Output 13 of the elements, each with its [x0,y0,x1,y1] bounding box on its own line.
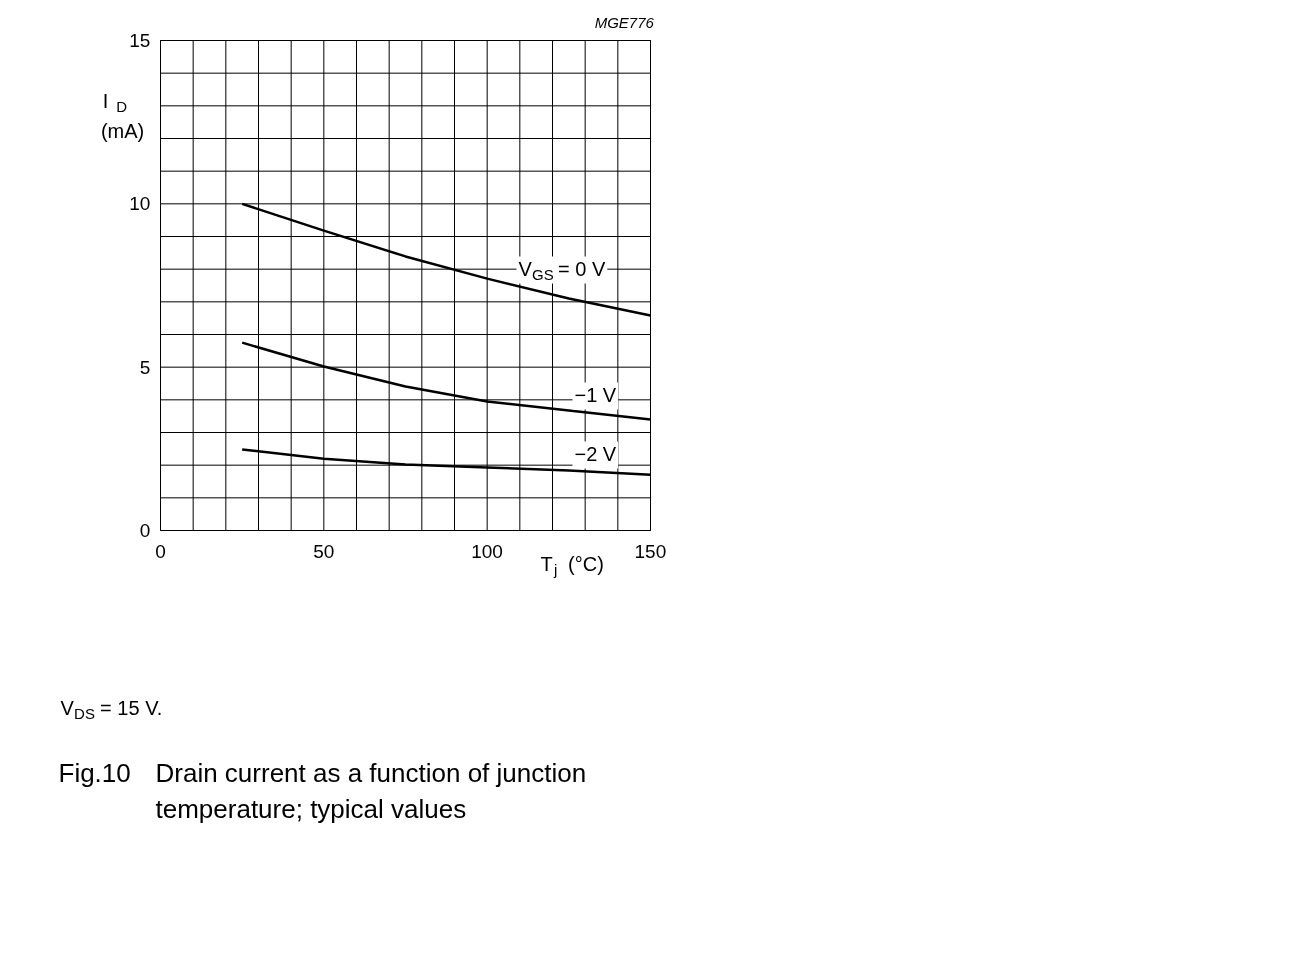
y-tick-label: 15 [129,30,151,51]
x-tick-label: 0 [155,541,166,562]
x-tick-label: 100 [471,541,503,562]
y-tick-label: 5 [139,356,151,378]
text: MGE776 [594,14,655,31]
y-tick-label: 0 [139,520,151,541]
y-tick-label: 10 [129,193,151,215]
text: Fig.10 [58,757,131,788]
series-label: −1 V [574,383,617,406]
series-label: −2 V [574,442,617,465]
text: Drain current as a function of junction temperature; typical values [155,757,587,824]
x-tick-label: 50 [313,541,335,562]
x-tick-label: 150 [634,541,667,562]
